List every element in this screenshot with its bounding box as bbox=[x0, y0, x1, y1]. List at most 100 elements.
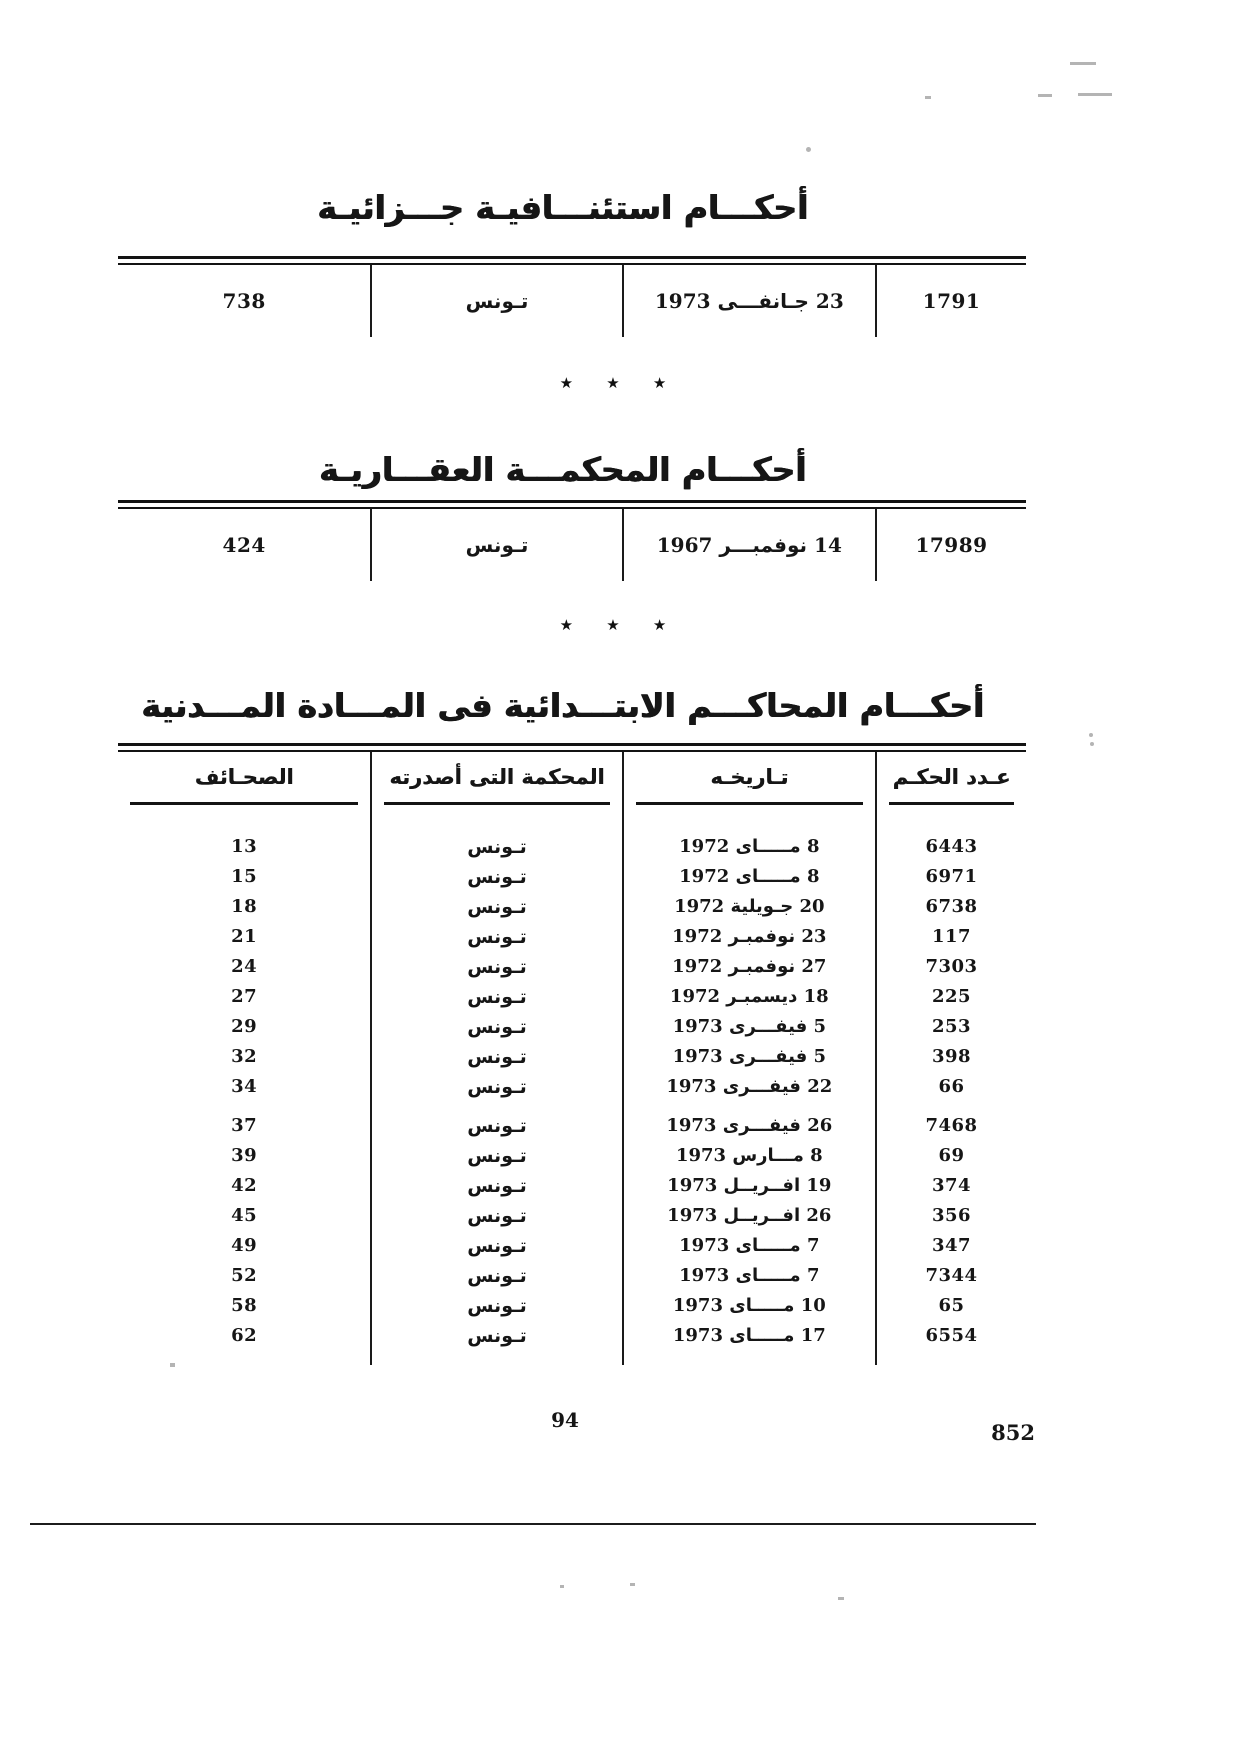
page-number-center: 94 bbox=[551, 1408, 579, 1432]
cell-pages: 29 bbox=[231, 1016, 258, 1037]
cell-no: 347 bbox=[931, 1235, 972, 1256]
scan-noise bbox=[838, 1597, 844, 1600]
cell-pages: 58 bbox=[231, 1295, 258, 1316]
cell-no: 65 bbox=[938, 1295, 965, 1316]
cell-date: 22 فيفـــرى 1973 bbox=[666, 1076, 833, 1097]
cell-date: 8 مـــارس 1973 bbox=[675, 1145, 823, 1166]
scan-noise bbox=[1038, 94, 1052, 97]
cell-court: تـونس bbox=[467, 1046, 527, 1068]
scan-noise bbox=[1090, 742, 1094, 746]
scan-noise bbox=[630, 1583, 635, 1586]
column-header-court-label: المحكمة التى أصدرته bbox=[389, 765, 605, 789]
stars-separator: ★ ★ ★ bbox=[559, 374, 681, 392]
header-underline bbox=[384, 802, 610, 805]
cell-court: تـونس bbox=[467, 1145, 527, 1167]
stars-separator: ★ ★ ★ bbox=[559, 616, 681, 634]
column-body-judgment-number: 6443 6971 6738 117 7303 225 253 398 66 7468 69 374 3… bbox=[877, 832, 1026, 1365]
cell-no: 6738 bbox=[925, 896, 978, 917]
cell-court: تـونس bbox=[467, 1235, 527, 1257]
table-criminal-appeals: 1791 23 جـانفـــى 1973 تـونس 738 bbox=[118, 256, 1026, 337]
footer-rule bbox=[30, 1523, 1036, 1525]
section-title-civil-first-instance: أحكـــام المحاكـــم الابتـــدائية فى الم… bbox=[141, 686, 985, 726]
cell-date: 5 فيفـــرى 1973 bbox=[672, 1016, 827, 1037]
scan-noise bbox=[806, 147, 811, 152]
cell-court: تـونس bbox=[370, 265, 621, 337]
column-header-pages-label: الصحـائف bbox=[194, 765, 294, 789]
column-header: الصحـائف bbox=[118, 752, 370, 832]
header-underline bbox=[129, 802, 359, 805]
column-body-date: 8 مـــــاى 1972 8 مـــــاى 1972 20 جـويلية… bbox=[624, 832, 875, 1365]
cell-no: 6443 bbox=[925, 836, 978, 857]
cell-pages: 738 bbox=[222, 289, 266, 313]
cell-court: تـونس bbox=[467, 1115, 527, 1137]
cell-pages: 49 bbox=[231, 1235, 258, 1256]
cell-pages: 24 bbox=[231, 956, 258, 977]
cell-no: 7468 bbox=[925, 1115, 978, 1136]
cell-no: 398 bbox=[931, 1046, 972, 1067]
cell-date: 14 نوفمبـــر 1967 bbox=[621, 509, 875, 581]
table-top-rule bbox=[118, 256, 1026, 265]
cell-pages: 34 bbox=[231, 1076, 258, 1097]
cell-pages: 27 bbox=[231, 986, 258, 1007]
cell-pages: 15 bbox=[231, 866, 258, 887]
cell-pages: 18 bbox=[231, 896, 258, 917]
scan-noise bbox=[1070, 62, 1096, 65]
cell-court: تـونس bbox=[467, 1016, 527, 1038]
column-header: المحكمة التى أصدرته bbox=[372, 752, 621, 832]
cell-no: 253 bbox=[931, 1016, 972, 1037]
table-civil-first-instance: عـدد الحكـم 6443 6971 6738 117 7303 225 253 398… bbox=[118, 743, 1026, 1365]
cell-court: تـونس bbox=[467, 986, 527, 1008]
cell-no: 7344 bbox=[925, 1265, 978, 1286]
cell-pages: 37 bbox=[231, 1115, 258, 1136]
column-court: المحكمة التى أصدرته تـونس تـونس تـونس تـونس… bbox=[370, 752, 621, 1365]
cell-date: 7 مـــــاى 1973 bbox=[679, 1235, 820, 1256]
cell-pages: 32 bbox=[231, 1046, 258, 1067]
section-title-real-estate-court: أحكـــام المحكمـــة العقـــاريـة bbox=[319, 450, 807, 490]
cell-no: 374 bbox=[931, 1175, 972, 1196]
cell-pages: 52 bbox=[231, 1265, 258, 1286]
section-title-criminal-appeals: أحكـــام استئنـــافيـة جـــزائيـة bbox=[317, 188, 809, 228]
column-header-judgment-number-label: عـدد الحكـم bbox=[892, 765, 1011, 789]
cell-no: 69 bbox=[938, 1145, 965, 1166]
table-real-estate-court: 17989 14 نوفمبـــر 1967 تـونس 424 bbox=[118, 500, 1026, 581]
scan-noise bbox=[1089, 733, 1093, 737]
cell-pages: 62 bbox=[231, 1325, 258, 1346]
column-header: تـاريخـه bbox=[624, 752, 875, 832]
cell-court: تـونس bbox=[467, 896, 527, 918]
cell-court: تـونس bbox=[467, 836, 527, 858]
cell-date: 18 ديسمبـر 1972 bbox=[669, 986, 829, 1007]
column-body-court: تـونس تـونس تـونس تـونس تـونس تـونس تـونس تـونس… bbox=[372, 832, 621, 1365]
cell-date: 19 افــريــل 1973 bbox=[667, 1175, 832, 1196]
cell-pages: 21 bbox=[231, 926, 258, 947]
cell-court: تـونس bbox=[467, 1325, 527, 1347]
table-row: 1791 23 جـانفـــى 1973 تـونس 738 bbox=[118, 265, 1026, 337]
scan-noise bbox=[925, 96, 931, 99]
cell-date: 8 مـــــاى 1972 bbox=[679, 836, 820, 857]
cell-no: 356 bbox=[931, 1205, 972, 1226]
scan-noise bbox=[1078, 93, 1112, 96]
cell-date: 26 افــريــل 1973 bbox=[667, 1205, 832, 1226]
cell-pages: 45 bbox=[231, 1205, 258, 1226]
cell-no: 6971 bbox=[925, 866, 978, 887]
page-number-right: 852 bbox=[991, 1420, 1035, 1445]
header-underline bbox=[635, 802, 863, 805]
column-header-date-label: تـاريخـه bbox=[710, 765, 789, 789]
table-row: 17989 14 نوفمبـــر 1967 تـونس 424 bbox=[118, 509, 1026, 581]
column-header: عـدد الحكـم bbox=[877, 752, 1026, 832]
cell-judgment-number: 17989 bbox=[874, 509, 1026, 581]
cell-date: 7 مـــــاى 1973 bbox=[679, 1265, 820, 1286]
cell-date: 26 فيفـــرى 1973 bbox=[666, 1115, 833, 1136]
cell-date: 20 جـويلية 1972 bbox=[674, 896, 825, 917]
cell-court: تـونس bbox=[467, 926, 527, 948]
cell-pages: 39 bbox=[231, 1145, 258, 1166]
cell-date: 17 مـــــاى 1973 bbox=[672, 1325, 826, 1346]
cell-no: 66 bbox=[938, 1076, 965, 1097]
table-top-rule bbox=[118, 500, 1026, 509]
cell-date: 8 مـــــاى 1972 bbox=[679, 866, 820, 887]
cell-court: تـونس bbox=[467, 1076, 527, 1098]
cell-judgment-number: 1791 bbox=[874, 265, 1026, 337]
cell-pages: 13 bbox=[231, 836, 258, 857]
column-pages: الصحـائف 13 15 18 21 24 27 29 32 34 37 39 42 45 49 52 5… bbox=[118, 752, 370, 1365]
column-judgment-number: عـدد الحكـم 6443 6971 6738 117 7303 225 253 398… bbox=[874, 752, 1026, 1365]
